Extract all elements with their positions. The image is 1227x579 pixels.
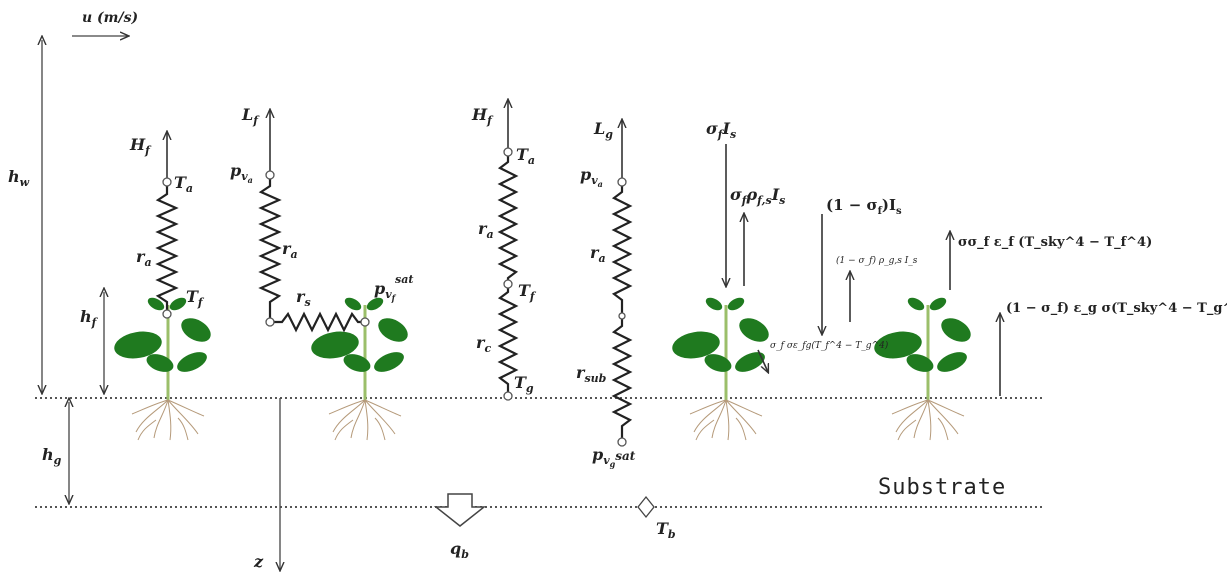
plant-3 xyxy=(668,293,775,442)
svg-text:rs: rs xyxy=(296,287,311,309)
svg-text:σfIs: σfIs xyxy=(706,119,736,141)
svg-text:Lf: Lf xyxy=(241,105,260,127)
svg-text:hw: hw xyxy=(8,167,30,189)
svg-text:Hf: Hf xyxy=(129,135,152,157)
tb-node: Tb xyxy=(637,495,676,541)
svg-text:(1 − σ_f) ρ_g,s I_s: (1 − σ_f) ρ_g,s I_s xyxy=(836,255,918,266)
svg-text:Lg: Lg xyxy=(593,119,613,141)
substrate-label: Substrate xyxy=(878,475,1006,500)
hw-dimension: hw xyxy=(8,40,42,393)
svg-text:hf: hf xyxy=(80,307,99,329)
svg-text:hg: hg xyxy=(42,445,62,467)
svg-text:(1 − σf)Is: (1 − σf)Is xyxy=(826,196,902,217)
svg-text:ra: ra xyxy=(282,239,298,261)
svg-text:σfρf,sIs: σfρf,sIs xyxy=(730,185,785,207)
svg-text:Tf: Tf xyxy=(186,287,205,309)
svg-text:σ_f σε_fg(T_f^4 − T_g^4): σ_f σε_fg(T_f^4 − T_g^4) xyxy=(770,340,889,351)
svg-text:pvgsat: pvgsat xyxy=(592,445,636,469)
svg-text:Tf: Tf xyxy=(518,281,537,303)
qb-flux-arrow: qb xyxy=(433,493,487,561)
svg-text:z: z xyxy=(253,552,264,571)
wind-speed-arrow: u (m/s) xyxy=(72,10,138,36)
plant-2 xyxy=(307,293,414,442)
svg-text:qb: qb xyxy=(450,539,469,561)
svg-text:Tb: Tb xyxy=(656,519,676,541)
z-axis: z xyxy=(253,398,280,571)
svg-text:pvfsat: pvfsat xyxy=(374,273,413,303)
latent-heat-foliage-network: Lf pva ra rs pvfsat xyxy=(230,105,413,333)
hg-dimension: hg xyxy=(42,402,69,503)
svg-text:ra: ra xyxy=(590,243,606,265)
svg-text:ra: ra xyxy=(136,247,152,269)
svg-text:pva: pva xyxy=(580,165,603,189)
svg-text:Ta: Ta xyxy=(516,145,535,167)
latent-heat-ground-network: Lg pva ra rsub pvgsat xyxy=(576,119,636,469)
svg-text:ra: ra xyxy=(478,219,494,241)
svg-text:rc: rc xyxy=(476,333,491,355)
sensible-heat-foliage-network: Hf Ta ra Tf xyxy=(129,132,205,319)
hf-dimension: hf xyxy=(80,292,104,393)
ground-radiation-fluxes: (1 − σf)Is (1 − σ_f) ρ_g,s I_s σσ_f ε_f … xyxy=(822,196,1227,396)
plant-4 xyxy=(870,293,977,442)
svg-text:σσ_f ε_f (T_sky^4 − T_f^4): σσ_f ε_f (T_sky^4 − T_f^4) xyxy=(958,235,1152,250)
foliage-radiation-fluxes: σfIs σfρf,sIs σ_f σε_fg(T_f^4 − T_g^4) xyxy=(706,119,889,372)
svg-text:Ta: Ta xyxy=(174,173,193,195)
svg-text:u (m/s): u (m/s) xyxy=(82,10,138,26)
svg-text:(1 − σ_f) ε_g σ(T_sky^4 − T_g^: (1 − σ_f) ε_g σ(T_sky^4 − T_g^4) xyxy=(1006,301,1227,316)
svg-text:Tg: Tg xyxy=(514,373,534,395)
sensible-heat-ground-network: Hf Ta ra Tf rc Tg xyxy=(471,100,537,401)
svg-text:rsub: rsub xyxy=(576,363,607,385)
svg-text:pva: pva xyxy=(230,161,253,185)
svg-text:Hf: Hf xyxy=(471,105,494,127)
